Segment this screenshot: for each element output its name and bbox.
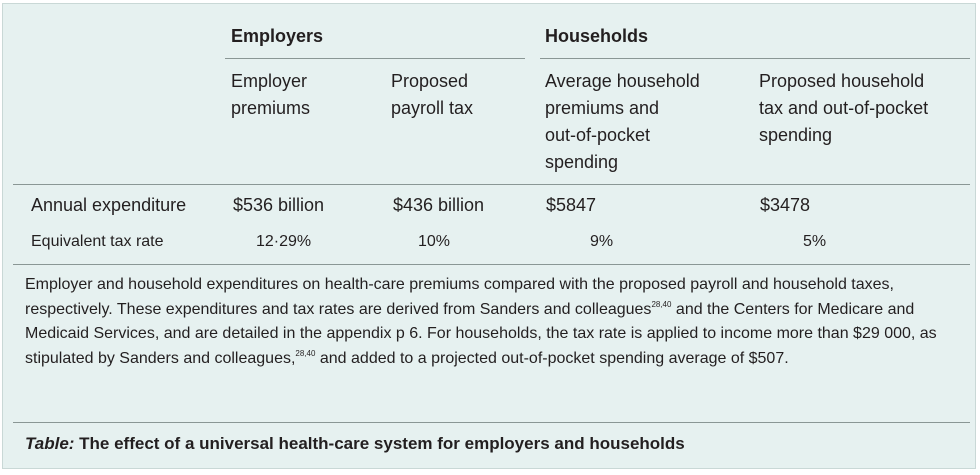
column-header-line: Proposed: [391, 71, 469, 91]
footnote-reference: 28,40: [295, 348, 316, 358]
column-header-line: premiums: [231, 98, 311, 118]
table-title: Table: The effect of a universal health-…: [25, 434, 685, 454]
footnote-text: and added to a projected out-of-pocket s…: [315, 349, 789, 367]
group-header-households: Households: [545, 26, 649, 46]
footnote-text: and the Centers for Medicare and Medicai…: [25, 300, 937, 367]
footnote-reference: 28,40: [651, 299, 672, 309]
column-header-line: Proposed household: [759, 71, 925, 91]
cell-household-tax-rate: 5%: [803, 233, 827, 250]
cell-employer-premiums-expenditure: $536 billion: [233, 195, 325, 215]
row-label-annual-expenditure: Annual expenditure: [31, 195, 187, 215]
cell-household-premiums-expenditure: $5847: [546, 195, 597, 215]
column-header-line: spending: [759, 125, 833, 145]
column-header-household-tax: Proposed household tax and out-of-pocket…: [759, 68, 928, 149]
column-header-line: out-of-pocket: [545, 125, 651, 145]
table-footnote: Employer and household expenditures on h…: [25, 273, 965, 371]
cell-employer-premiums-tax-rate: 12·29%: [256, 233, 312, 250]
column-header-line: Employer: [231, 71, 308, 91]
footnote-text: Employer and household expenditures on h…: [25, 276, 894, 318]
column-header-line: tax and out-of-pocket: [759, 98, 929, 118]
employers-group-rule: [225, 58, 525, 59]
table-panel: Employers Households Employer premiums P…: [2, 3, 976, 469]
table-title-label: Table:: [25, 434, 75, 453]
cell-household-premiums-tax-rate: 9%: [590, 233, 614, 250]
cell-household-tax-expenditure: $3478: [760, 195, 811, 215]
row-label-equivalent-tax-rate: Equivalent tax rate: [31, 233, 164, 250]
header-rule: [13, 184, 970, 185]
column-header-line: spending: [545, 152, 619, 172]
column-header-household-premiums: Average household premiums and out-of-po…: [545, 68, 700, 176]
caption-rule: [13, 422, 970, 423]
group-header-employers: Employers: [231, 26, 324, 46]
cell-payroll-tax-expenditure: $436 billion: [393, 195, 485, 215]
cell-payroll-tax-rate: 10%: [418, 233, 451, 250]
column-header-employer-premiums: Employer premiums: [231, 68, 310, 122]
column-header-line: payroll tax: [391, 98, 474, 118]
body-rule: [13, 264, 970, 265]
column-header-line: Average household: [545, 71, 700, 91]
column-header-payroll-tax: Proposed payroll tax: [391, 68, 473, 122]
households-group-rule: [540, 58, 970, 59]
column-header-line: premiums and: [545, 98, 660, 118]
table-title-text: The effect of a universal health-care sy…: [74, 434, 685, 453]
